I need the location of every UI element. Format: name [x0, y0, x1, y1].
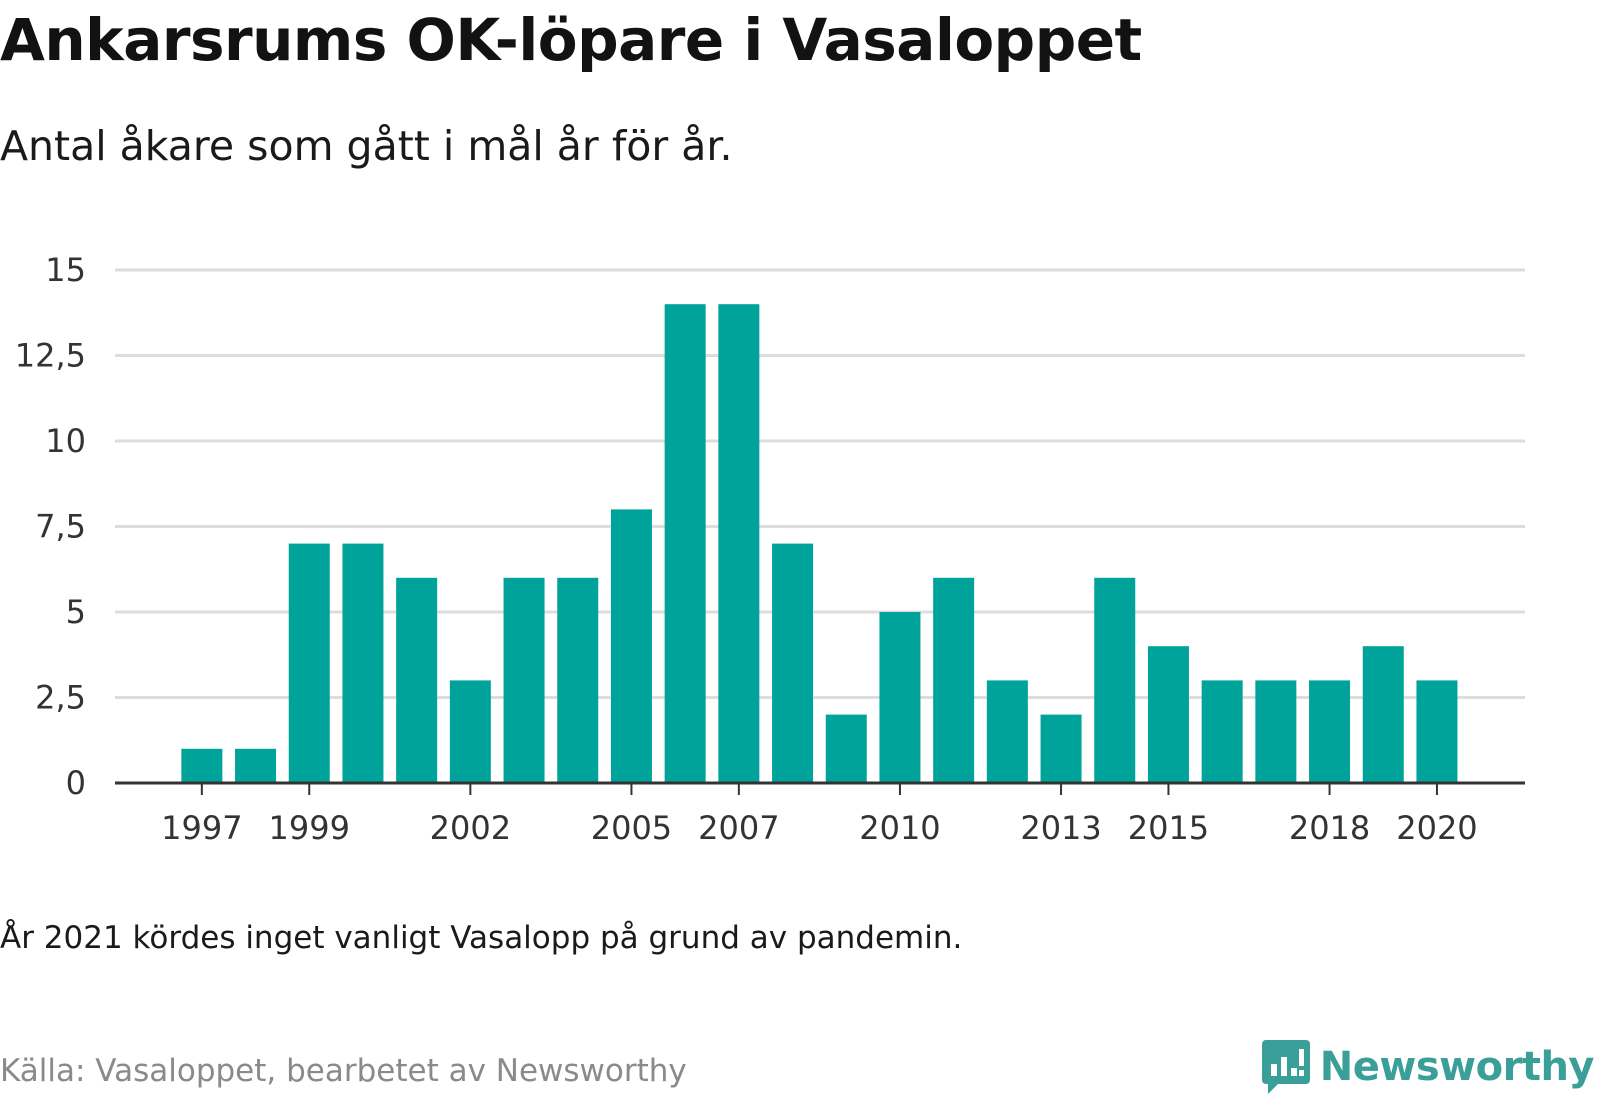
- source-credit: Källa: Vasaloppet, bearbetet av Newswort…: [0, 1053, 687, 1089]
- bar-2015: [1147, 646, 1189, 783]
- bar-2004: [557, 577, 599, 783]
- y-tick-label: 10: [45, 422, 86, 460]
- x-tick-label: 2005: [591, 809, 672, 847]
- y-tick-label: 0: [66, 764, 86, 802]
- y-tick-label: 5: [66, 593, 86, 631]
- bar-2002: [449, 680, 491, 783]
- x-tick-label: 2002: [430, 809, 511, 847]
- newsworthy-logo-icon: [1261, 1040, 1310, 1094]
- x-tick-label: 2010: [859, 809, 940, 847]
- y-axis-tick-labels: 0 2,5 5 7,5 10 12,5 15: [15, 251, 86, 802]
- x-axis: [115, 781, 1525, 795]
- bar-2001: [396, 577, 438, 783]
- y-tick-label: 7,5: [35, 508, 86, 546]
- bar-2005: [610, 509, 652, 783]
- x-tick-label: 2015: [1128, 809, 1209, 847]
- bar-2007: [718, 304, 760, 783]
- bar-2017: [1255, 680, 1297, 783]
- bar-2020: [1416, 680, 1458, 783]
- x-tick-label: 2013: [1020, 809, 1101, 847]
- bar-2003: [503, 577, 545, 783]
- footnote: År 2021 kördes inget vanligt Vasalopp på…: [0, 920, 963, 956]
- bar-2010: [879, 612, 921, 783]
- x-tick-label: 1997: [161, 809, 242, 847]
- y-tick-label: 15: [45, 251, 86, 289]
- bar-2016: [1201, 680, 1243, 783]
- bar-2009: [825, 714, 867, 783]
- bar-2012: [986, 680, 1028, 783]
- x-axis-tick-labels: 1997 1999 2002 2005 2007 2010 2013 2015 2018 2020: [161, 809, 1478, 847]
- bar-2018: [1309, 680, 1351, 783]
- bar-2013: [1040, 714, 1082, 783]
- x-tick-label: 2018: [1289, 809, 1370, 847]
- chart-title: Ankarsrums OK-löpare i Vasaloppet: [0, 6, 1142, 74]
- brand-name: Newsworthy: [1319, 1044, 1595, 1090]
- bar-2011: [933, 577, 975, 783]
- bar-2019: [1362, 646, 1404, 783]
- bars: [181, 304, 1458, 783]
- bar-2014: [1094, 577, 1136, 783]
- chart-subtitle: Antal åkare som gått i mål år för år.: [0, 122, 733, 170]
- bar-1998: [235, 748, 277, 783]
- bar-1999: [288, 543, 330, 783]
- bar-2008: [772, 543, 814, 783]
- y-tick-label: 2,5: [35, 679, 86, 717]
- bar-2000: [342, 543, 384, 783]
- x-tick-label: 1999: [269, 809, 350, 847]
- x-tick-label: 2020: [1396, 809, 1477, 847]
- bar-2006: [664, 304, 706, 783]
- x-tick-label: 2007: [698, 809, 779, 847]
- bar-1997: [181, 748, 223, 783]
- bar-chart: 0 2,5 5 7,5 10 12,5 15 1997 1999 2002 2005 2007 201…: [15, 251, 1525, 847]
- y-tick-label: 12,5: [15, 337, 86, 375]
- newsworthy-brand: Newsworthy: [1261, 1040, 1595, 1094]
